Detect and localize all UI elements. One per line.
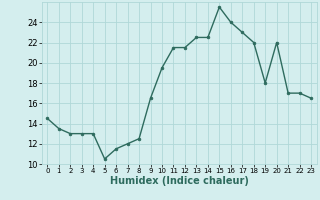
X-axis label: Humidex (Indice chaleur): Humidex (Indice chaleur)	[110, 176, 249, 186]
